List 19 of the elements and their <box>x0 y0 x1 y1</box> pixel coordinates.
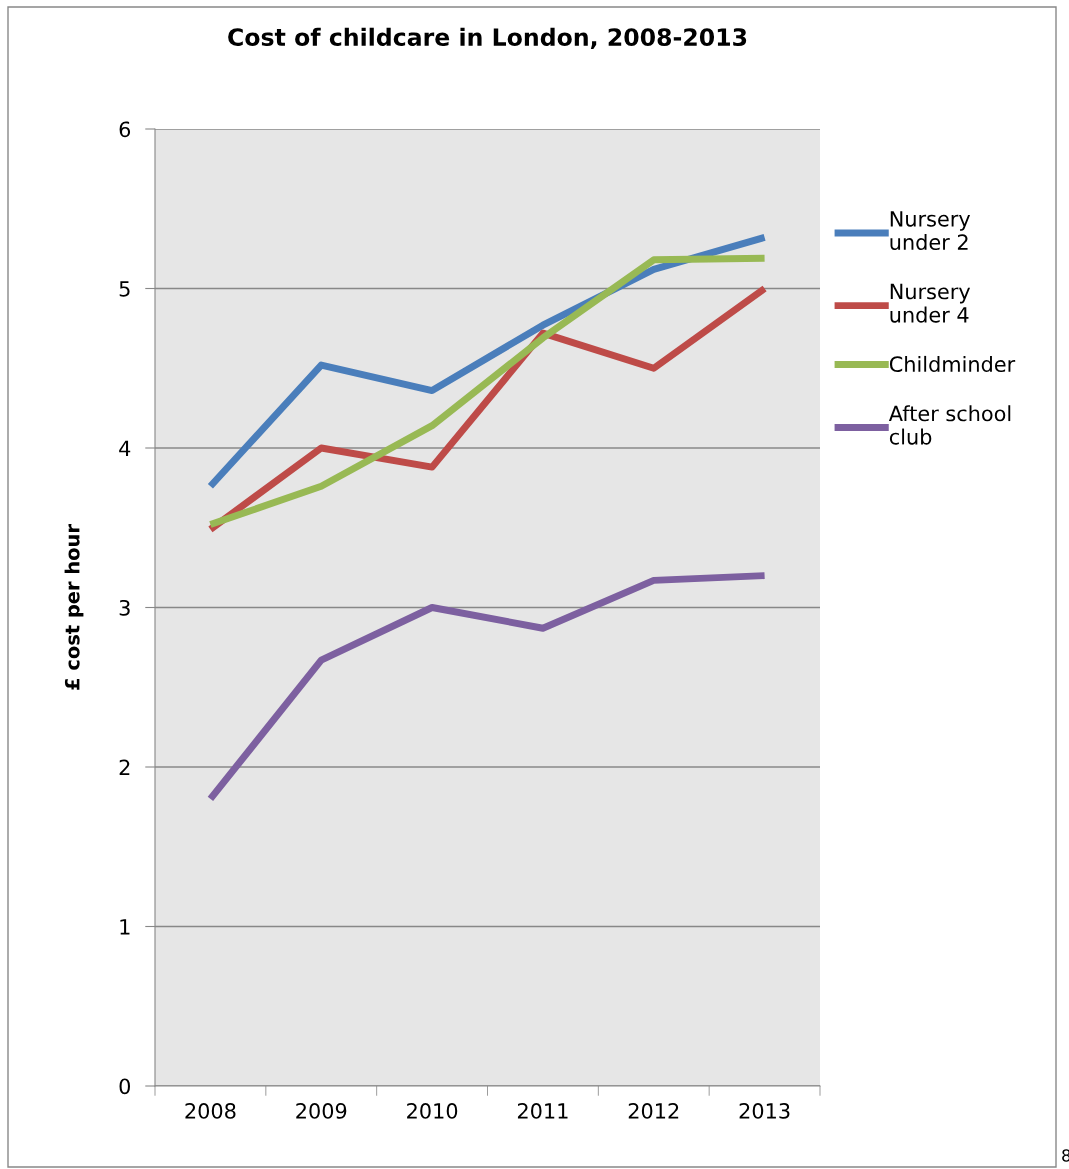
y-tick-label: 6 <box>119 121 131 138</box>
legend-label: Nursery under 4 <box>890 283 971 323</box>
x-tick-label: 2012 <box>628 1103 679 1119</box>
x-tick-label: 2013 <box>739 1103 790 1119</box>
chart-title: Cost of childcare in London, 2008-2013 <box>228 27 747 50</box>
y-axis-title: £ cost per hour <box>64 524 84 690</box>
y-tick-label: 0 <box>119 1078 131 1095</box>
x-tick-label: 2010 <box>407 1103 458 1119</box>
y-tick-label: 1 <box>120 919 130 935</box>
legend-label: Nursery under 2 <box>890 211 971 251</box>
y-tick-label: 4 <box>119 440 131 456</box>
x-tick-label: 2009 <box>296 1103 347 1119</box>
y-tick-label: 5 <box>119 281 130 297</box>
y-tick-label: 2 <box>119 759 130 775</box>
legend-label: After school club <box>888 405 1011 445</box>
legend-label: Childminder <box>889 355 1016 373</box>
x-tick-label: 2011 <box>517 1103 568 1119</box>
y-tick-label: 3 <box>119 599 130 616</box>
x-tick-label: 2008 <box>185 1103 236 1119</box>
